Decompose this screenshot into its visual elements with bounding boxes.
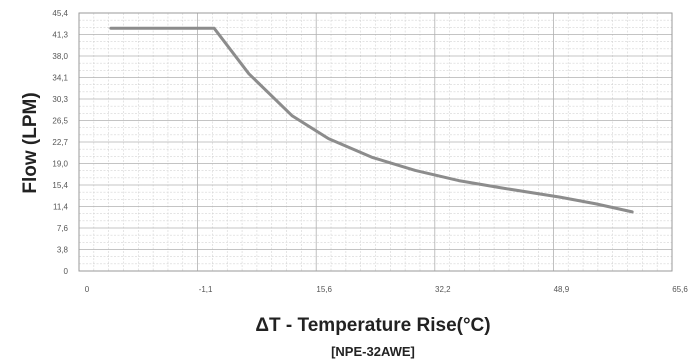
y-axis-title: Flow (LPM) xyxy=(20,92,41,193)
y-tick-label: 0 xyxy=(64,267,69,276)
x-tick-label: -1,1 xyxy=(199,285,213,294)
x-axis-title: ΔT - Temperature Rise(°C) xyxy=(255,315,490,336)
x-tick-label: 15,6 xyxy=(316,285,332,294)
y-tick-label: 26,5 xyxy=(52,117,68,126)
chart-caption: [NPE-32AWE] xyxy=(331,344,415,359)
y-tick-label: 38,0 xyxy=(52,52,68,61)
x-tick-label: 32,2 xyxy=(435,285,451,294)
x-tick-labels: 0 -1,1 15,6 32,2 48,9 65,6 xyxy=(85,285,689,294)
y-tick-label: 7,6 xyxy=(57,224,69,233)
y-tick-label: 22,7 xyxy=(52,138,68,147)
x-tick-label: 0 xyxy=(85,285,90,294)
flow-series-line xyxy=(109,26,634,214)
y-tick-label: 45,4 xyxy=(52,9,68,18)
y-tick-label: 11,4 xyxy=(53,203,69,212)
y-tick-label: 41,3 xyxy=(52,31,68,40)
x-tick-label: 65,6 xyxy=(672,285,688,294)
y-tick-label: 15,4 xyxy=(52,181,68,190)
y-tick-label: 30,3 xyxy=(52,95,68,104)
series-layer xyxy=(109,26,634,214)
major-grid xyxy=(79,13,672,271)
y-tick-label: 19,0 xyxy=(52,160,68,169)
plot-frame xyxy=(78,12,673,272)
y-tick-label: 34,1 xyxy=(52,74,68,83)
y-tick-labels: 0 3,8 7,6 11,4 15,4 19,0 22,7 26,5 30,3 34,1 38,0 4… xyxy=(52,9,68,276)
x-tick-label: 48,9 xyxy=(554,285,570,294)
y-tick-label: 3,8 xyxy=(57,246,69,255)
